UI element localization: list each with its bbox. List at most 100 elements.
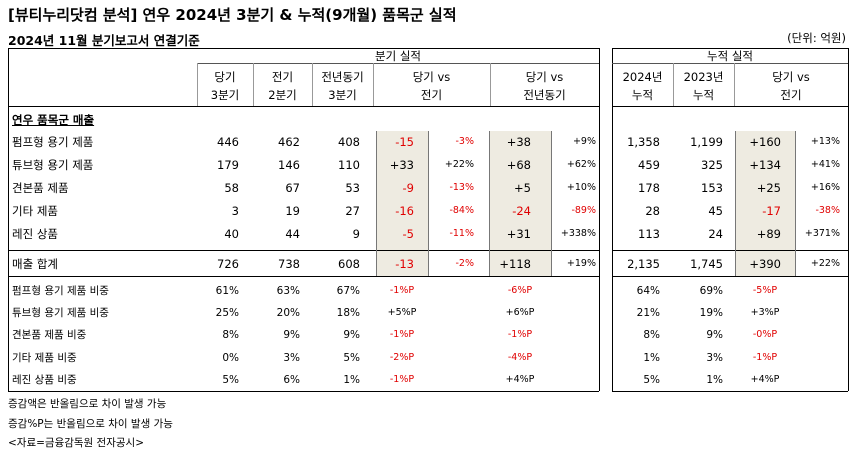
highlight-cell: [735, 131, 795, 276]
table-rule: [599, 48, 600, 391]
ratio-row-c-prev: 19%: [699, 307, 723, 319]
table-row-c-vs: +160: [749, 135, 781, 149]
ratio-row-c-cur: 21%: [636, 307, 660, 319]
table-row-vs-prev-pct: -13%: [449, 182, 474, 193]
note-1: 증감액은 반올림으로 차이 발생 가능: [8, 398, 167, 410]
table-row-q-cur: 179: [217, 158, 239, 172]
col-c-current-line2: 누적: [631, 88, 654, 102]
table-row-q-cur: 3: [231, 204, 239, 218]
col-q-vs-last-year-line1: 당기 vs: [525, 70, 564, 84]
table-rule: [312, 63, 313, 106]
table-row-vs-ly: +31: [506, 227, 531, 241]
table-row-c-prev: 153: [701, 181, 723, 195]
ratio-row-name: 견본품 제품 비중: [12, 329, 87, 341]
total-row-q-cur: 726: [217, 257, 239, 271]
table-row-vs-prev: -9: [402, 181, 414, 195]
table-row-c-prev: 45: [708, 204, 723, 218]
table-row-q-prev: 146: [278, 158, 300, 172]
total-row-c-cur: 2,135: [627, 257, 660, 271]
table-row-vs-prev-pct: +22%: [444, 159, 474, 170]
section-label: 연우 품목군 매출: [12, 113, 95, 127]
ratio-row-q-ly: 18%: [336, 307, 360, 319]
table-row-c-prev: 325: [701, 158, 723, 172]
table-rule: [8, 391, 599, 392]
table-row-q-cur: 446: [217, 135, 239, 149]
table-row-q-ly: 9: [352, 227, 360, 241]
ratio-row-vs-prev: -1%P: [389, 329, 415, 340]
total-row-q-ly: 608: [338, 257, 360, 271]
col-q-current-line1: 당기: [214, 70, 236, 84]
table-row-vs-ly-pct: +10%: [566, 182, 596, 193]
col-q-previous-line2: 2분기: [268, 88, 297, 102]
table-row-q-prev: 44: [285, 227, 300, 241]
ratio-row-q-prev: 63%: [276, 285, 300, 297]
ratio-row-c-cur: 8%: [643, 329, 660, 341]
table-rule: [8, 106, 599, 107]
table-row-vs-ly: +38: [506, 135, 531, 149]
table-row-vs-prev-pct: -84%: [449, 205, 474, 216]
ratio-row-q-cur: 61%: [215, 285, 239, 297]
table-rule: [612, 63, 848, 64]
table-row-q-ly: 27: [345, 204, 360, 218]
ratio-row-vs-ly: +4%P: [505, 374, 535, 385]
table-row-vs-ly-pct: +9%: [572, 136, 596, 147]
table-row-c-prev: 24: [708, 227, 723, 241]
total-row-c-vs: +390: [749, 257, 781, 271]
col-q-last-year-line2: 3분기: [328, 88, 357, 102]
table-rule: [373, 63, 374, 106]
table-row-vs-prev: -15: [395, 135, 414, 149]
ratio-row-c-prev: 1%: [706, 374, 723, 386]
ratio-row-c-vs: -1%P: [752, 352, 778, 363]
table-rule: [197, 63, 198, 106]
ratio-row-c-prev: 3%: [706, 352, 723, 364]
table-row-c-vs-pct: +16%: [810, 182, 840, 193]
col-q-last-year-line1: 전년동기: [321, 70, 364, 84]
col-c-current-line1: 2024년: [622, 70, 663, 84]
table-rule: [673, 63, 674, 106]
table-row-c-vs: -17: [762, 204, 781, 218]
ratio-row-vs-prev: -1%P: [389, 285, 415, 296]
ratio-row-name: 레진 상품 비중: [12, 374, 77, 386]
table-row-q-prev: 19: [285, 204, 300, 218]
table-row-c-vs-pct: +13%: [810, 136, 840, 147]
col-c-previous-line2: 누적: [692, 88, 715, 102]
ratio-row-c-vs: +4%P: [750, 374, 780, 385]
table-row-vs-ly-pct: +338%: [560, 228, 596, 239]
table-row-vs-prev: -5: [402, 227, 414, 241]
table-row-q-ly: 53: [345, 181, 360, 195]
ratio-row-q-ly: 9%: [343, 329, 360, 341]
ratio-row-q-cur: 0%: [222, 352, 239, 364]
ratio-row-c-cur: 64%: [636, 285, 660, 297]
ratio-row-name: 튜브형 용기 제품 비중: [12, 307, 109, 319]
table-row-c-cur: 1,358: [627, 135, 660, 149]
ratio-row-q-ly: 67%: [336, 285, 360, 297]
total-row-vs-ly: +118: [499, 257, 531, 271]
ratio-row-c-vs: +3%P: [750, 307, 780, 318]
ratio-row-vs-ly: -6%P: [507, 285, 533, 296]
table-row-vs-prev: -16: [395, 204, 414, 218]
table-rule: [8, 276, 599, 277]
col-q-vs-last-year-line2: 전년동기: [523, 88, 566, 102]
table-row-vs-ly-pct: -89%: [571, 205, 596, 216]
table-row-vs-ly: -24: [512, 204, 531, 218]
col-c-previous-line1: 2023년: [683, 70, 724, 84]
ratio-row-q-ly: 5%: [343, 352, 360, 364]
cum-group-header: 누적 실적: [707, 49, 753, 63]
table-rule: [551, 131, 552, 276]
table-row-c-vs: +134: [749, 158, 781, 172]
table-rule: [8, 48, 599, 49]
table-rule: [612, 106, 848, 107]
ratio-row-q-cur: 8%: [222, 329, 239, 341]
total-row-c-prev: 1,745: [690, 257, 723, 271]
table-row-c-cur: 178: [638, 181, 660, 195]
table-rule: [612, 391, 848, 392]
page-subtitle: 2024년 11월 분기보고서 연결기준: [8, 33, 200, 48]
ratio-row-vs-prev: -1%P: [389, 374, 415, 385]
table-rule: [612, 48, 848, 49]
table-row-c-vs-pct: -38%: [815, 205, 840, 216]
ratio-row-c-prev: 69%: [699, 285, 723, 297]
table-row-q-cur: 40: [224, 227, 239, 241]
table-row-name: 레진 상품: [12, 227, 58, 241]
table-rule: [734, 63, 735, 106]
table-rule: [848, 48, 849, 391]
